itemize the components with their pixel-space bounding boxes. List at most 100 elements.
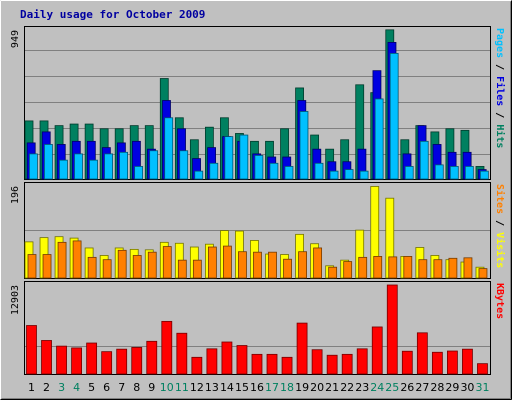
bar-sites-day-17	[268, 251, 277, 279]
bar-pages-day-18	[284, 166, 294, 180]
bar-sites-day-11	[177, 259, 187, 279]
bar-kbytes-day-27	[416, 332, 428, 375]
legend-entry: Visits	[494, 232, 506, 268]
bar-pages-day-6	[104, 153, 113, 180]
bar-pages-day-13	[209, 162, 219, 180]
bar-sites-day-29	[448, 257, 458, 279]
bar-sites-day-2	[42, 254, 52, 279]
bar-pages-day-30	[464, 166, 474, 180]
day-label-3: 3	[58, 381, 65, 394]
bar-kbytes-day-6	[101, 351, 113, 375]
bar-pages-day-17	[269, 162, 279, 180]
day-label-13: 13	[205, 381, 219, 394]
bar-sites-day-20	[313, 247, 323, 279]
day-label-29: 29	[445, 381, 459, 394]
bar-sites-day-28	[433, 259, 443, 279]
bar-pages-day-29	[449, 166, 459, 180]
day-label-30: 30	[460, 381, 474, 394]
bar-sites-day-3	[57, 241, 67, 279]
legend: Pages / Files / Hits	[494, 28, 506, 148]
day-label-15: 15	[235, 381, 249, 394]
legend-entry: /	[494, 58, 505, 76]
bar-sites-day-10	[162, 246, 172, 279]
bar-kbytes-day-7	[116, 348, 128, 375]
day-labels: 1 2 3 4 5 6 7 8 9 10 11 12 13 14 15 16 17 18 19 20 21 22 23 24 2…	[28, 381, 489, 394]
bar-sites-day-13	[207, 246, 217, 279]
max-tick-label: 949	[10, 30, 21, 48]
day-label-10: 10	[160, 381, 174, 394]
bar-pages-day-19	[299, 111, 309, 180]
bar-kbytes-day-14	[221, 341, 233, 375]
day-label-12: 12	[190, 381, 204, 394]
bar-kbytes-day-28	[431, 351, 443, 375]
bar-kbytes-day-25	[386, 284, 398, 375]
bar-pages-day-22	[344, 169, 354, 180]
bar-kbytes-day-12	[191, 356, 203, 375]
bar-kbytes-day-18	[281, 356, 293, 375]
bar-kbytes-day-9	[146, 340, 158, 375]
legend-entry: Files	[494, 76, 506, 106]
day-label-1: 1	[28, 381, 35, 394]
bar-kbytes-day-30	[462, 348, 473, 375]
max-tick-label: 196	[10, 186, 21, 204]
bar-kbytes-day-23	[356, 348, 368, 375]
bar-kbytes-day-17	[266, 353, 278, 375]
legend-entry: /	[494, 214, 505, 232]
bar-kbytes-day-20	[311, 349, 323, 375]
bar-pages-day-25	[389, 52, 399, 180]
bar-kbytes-day-21	[326, 354, 338, 375]
legend: KBytes	[494, 283, 505, 319]
day-label-25: 25	[385, 381, 399, 394]
bar-sites-day-15	[238, 251, 247, 279]
day-label-22: 22	[340, 381, 354, 394]
day-label-7: 7	[118, 381, 125, 394]
day-label-17: 17	[265, 381, 279, 394]
panel-hits: 949 Pages / Files / Hits	[10, 26, 506, 180]
day-label-6: 6	[103, 381, 110, 394]
bar-kbytes-day-16	[251, 353, 263, 375]
bar-pages-day-21	[329, 170, 339, 180]
bar-sites-day-18	[283, 258, 292, 279]
bar-sites-day-5	[87, 256, 97, 279]
day-label-19: 19	[295, 381, 309, 394]
bar-sites-day-26	[403, 256, 413, 279]
bar-pages-day-24	[374, 98, 384, 180]
bar-sites-day-1	[27, 254, 37, 279]
chart-panels: 949 Pages / Files / Hits 196 Sites / Visits…	[10, 26, 506, 375]
bar-pages-day-4	[74, 153, 83, 180]
day-label-27: 27	[415, 381, 429, 394]
day-label-9: 9	[148, 381, 155, 394]
bar-sites-day-14	[223, 245, 232, 279]
day-label-20: 20	[310, 381, 324, 394]
bar-kbytes-day-31	[477, 363, 488, 375]
bar-sites-day-4	[72, 240, 82, 279]
bar-pages-day-10	[164, 117, 174, 180]
bar-kbytes-day-10	[161, 320, 173, 375]
panel-kbytes: 12903 KBytes	[10, 281, 505, 375]
max-tick-label: 12903	[10, 285, 21, 315]
day-label-5: 5	[88, 381, 95, 394]
bar-pages-day-12	[194, 170, 204, 180]
bar-pages-day-7	[119, 151, 128, 180]
bar-sites-day-7	[117, 249, 127, 279]
day-label-4: 4	[73, 381, 80, 394]
bar-kbytes-day-4	[71, 347, 82, 375]
bar-sites-day-16	[253, 251, 262, 279]
day-label-8: 8	[133, 381, 140, 394]
panel-visits: 196 Sites / Visits	[10, 182, 506, 279]
day-label-18: 18	[280, 381, 294, 394]
bar-pages-day-20	[314, 162, 324, 180]
bar-sites-day-21	[328, 266, 338, 279]
day-label-21: 21	[325, 381, 339, 394]
bar-sites-day-23	[358, 256, 368, 279]
bar-pages-day-15	[239, 134, 249, 180]
legend-entry: KBytes	[494, 283, 505, 319]
bar-pages-day-1	[28, 153, 38, 180]
bar-pages-day-3	[59, 159, 68, 180]
day-label-26: 26	[400, 381, 414, 394]
day-label-2: 2	[43, 381, 50, 394]
legend-entry: Pages	[494, 28, 505, 58]
bar-sites-day-8	[132, 255, 142, 279]
bar-sites-day-31	[478, 268, 488, 279]
